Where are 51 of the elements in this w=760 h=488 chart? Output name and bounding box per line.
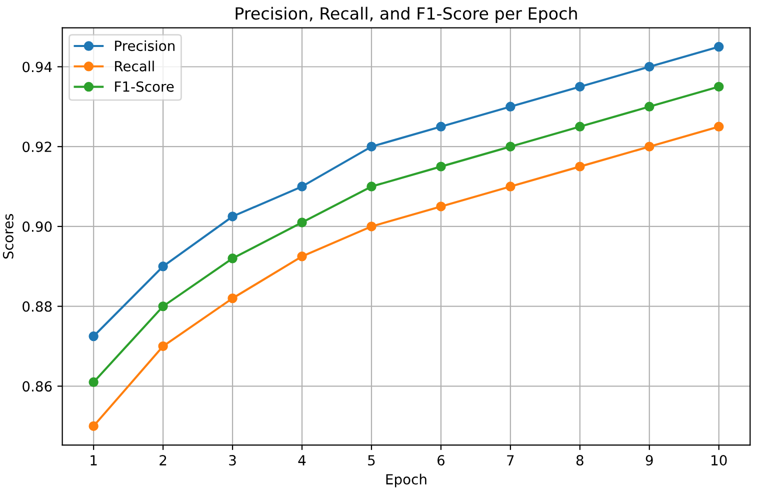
point (436, 122, 446, 132)
point (575, 162, 585, 172)
chart-title: Precision, Recall, and F1-Score per Epoch (236, 6, 577, 23)
point (644, 62, 654, 72)
x-tick-label: 8 (576, 455, 584, 466)
point (506, 102, 516, 112)
y-tick-label: 0.94 (22, 62, 52, 72)
x-tick-label: 3 (229, 455, 236, 466)
legend-label: F1-Score (115, 81, 174, 92)
point (506, 142, 516, 152)
point (644, 142, 654, 152)
point (228, 254, 238, 264)
x-tick-label: 4 (298, 455, 306, 466)
point (644, 102, 654, 112)
point (575, 122, 585, 132)
point (158, 341, 168, 352)
x-axis-title: Epoch (386, 474, 426, 488)
point (506, 182, 516, 192)
point (366, 222, 376, 232)
point (714, 82, 724, 92)
point (297, 182, 307, 192)
point (158, 262, 168, 272)
legend-label: Recall (115, 60, 154, 72)
x-tick-label: 5 (368, 455, 375, 466)
y-tick-label: 0.88 (22, 301, 52, 312)
y-tick-label: 0.86 (22, 381, 52, 392)
x-tick-label: 2 (160, 455, 166, 466)
point (88, 331, 98, 342)
y-tick-label: 0.90 (22, 221, 52, 232)
y-axis-title: Scores (2, 214, 14, 259)
x-tick-label: 6 (438, 455, 444, 466)
point (436, 162, 446, 172)
point (297, 218, 307, 228)
point (366, 142, 376, 152)
legend-label: Precision (115, 40, 174, 52)
x-tick-label: 9 (646, 455, 653, 466)
point (714, 122, 724, 132)
point (228, 212, 238, 222)
x-tick-label: 10 (712, 455, 727, 466)
y-tick-label: 0.92 (22, 142, 52, 152)
point (88, 421, 98, 431)
x-tick-label: 1 (90, 455, 97, 466)
x-tick-label: 7 (507, 455, 514, 466)
point (158, 301, 168, 312)
point (297, 252, 307, 262)
point (88, 377, 98, 388)
point (228, 293, 238, 304)
point (575, 82, 585, 92)
point (366, 182, 376, 192)
point (436, 202, 446, 212)
point (714, 42, 724, 52)
